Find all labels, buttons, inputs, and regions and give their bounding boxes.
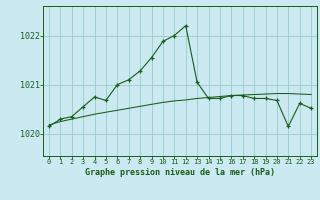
- X-axis label: Graphe pression niveau de la mer (hPa): Graphe pression niveau de la mer (hPa): [85, 168, 275, 177]
